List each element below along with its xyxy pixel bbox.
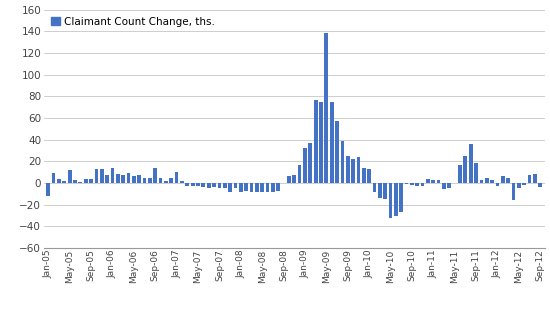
Bar	[138, 176, 141, 183]
Bar	[57, 179, 61, 183]
Bar	[506, 177, 510, 183]
Bar	[260, 183, 264, 192]
Bar	[378, 183, 382, 198]
Bar	[437, 180, 441, 183]
Bar	[314, 100, 317, 183]
Bar	[464, 156, 468, 183]
Bar	[356, 157, 360, 183]
Bar	[287, 176, 291, 183]
Bar	[73, 180, 77, 183]
Bar	[410, 183, 414, 185]
Bar	[266, 183, 270, 192]
Bar	[298, 165, 301, 183]
Bar	[79, 182, 82, 183]
Bar	[426, 179, 430, 183]
Bar	[180, 181, 184, 183]
Bar	[512, 183, 515, 200]
Bar	[340, 141, 344, 183]
Bar	[501, 176, 505, 183]
Bar	[362, 168, 366, 183]
Bar	[142, 177, 146, 183]
Bar	[335, 121, 339, 183]
Bar	[383, 183, 387, 199]
Bar	[399, 183, 403, 212]
Bar	[421, 183, 425, 186]
Bar	[480, 180, 483, 183]
Bar	[405, 183, 409, 184]
Bar	[469, 144, 472, 183]
Bar	[372, 183, 376, 192]
Bar	[52, 173, 56, 183]
Bar	[153, 168, 157, 183]
Bar	[389, 183, 392, 218]
Bar	[223, 183, 227, 188]
Bar	[319, 102, 323, 183]
Bar	[196, 183, 200, 186]
Bar	[46, 183, 50, 196]
Bar	[303, 148, 307, 183]
Bar	[148, 177, 152, 183]
Bar	[522, 183, 526, 185]
Bar	[448, 183, 451, 188]
Bar	[533, 174, 537, 183]
Bar	[394, 183, 398, 216]
Bar	[105, 176, 109, 183]
Bar	[228, 183, 232, 192]
Bar	[207, 183, 211, 188]
Bar	[100, 169, 103, 183]
Bar	[367, 169, 371, 183]
Bar	[175, 172, 179, 183]
Bar	[330, 102, 333, 183]
Bar	[244, 183, 248, 190]
Bar	[442, 183, 446, 190]
Bar	[458, 165, 462, 183]
Legend: Claimant Count Change, ths.: Claimant Count Change, ths.	[49, 15, 217, 29]
Bar	[84, 179, 87, 183]
Bar	[185, 183, 189, 186]
Bar	[309, 143, 312, 183]
Bar	[250, 183, 254, 192]
Bar	[126, 173, 130, 183]
Bar	[346, 156, 350, 183]
Bar	[121, 176, 125, 183]
Bar	[517, 183, 521, 188]
Bar	[63, 181, 66, 183]
Bar	[255, 183, 258, 192]
Bar	[239, 183, 243, 192]
Bar	[164, 181, 168, 183]
Bar	[474, 163, 478, 183]
Bar	[234, 183, 237, 188]
Bar	[276, 183, 280, 190]
Bar	[496, 183, 499, 186]
Bar	[431, 180, 435, 183]
Bar	[111, 168, 114, 183]
Bar	[201, 183, 205, 187]
Bar	[485, 177, 488, 183]
Bar	[538, 183, 542, 187]
Bar	[116, 174, 120, 183]
Bar	[490, 180, 494, 183]
Bar	[89, 179, 93, 183]
Bar	[191, 183, 195, 186]
Bar	[415, 183, 419, 186]
Bar	[132, 176, 136, 183]
Bar	[169, 177, 173, 183]
Bar	[95, 169, 98, 183]
Bar	[68, 170, 72, 183]
Bar	[324, 33, 328, 183]
Bar	[212, 183, 216, 187]
Bar	[293, 176, 296, 183]
Bar	[159, 177, 162, 183]
Bar	[271, 183, 275, 192]
Bar	[217, 183, 221, 188]
Bar	[351, 159, 355, 183]
Bar	[527, 176, 531, 183]
